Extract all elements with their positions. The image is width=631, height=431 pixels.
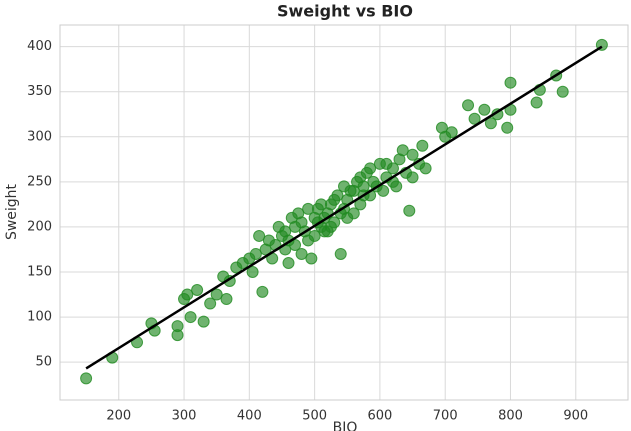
scatter-point [197,315,210,328]
scatter-point [341,211,354,224]
scatter-point [184,311,197,324]
x-tick-label: 400 [237,409,262,424]
scatter-point [249,247,262,260]
scatter-point [468,112,481,125]
x-tick-label: 600 [367,409,392,424]
x-tick-label: 800 [498,409,523,424]
x-axis-label: BIO [333,420,358,431]
scatter-point [295,247,308,260]
scatter-point [380,157,393,170]
scatter-point [403,204,416,217]
scatter-point [191,284,204,297]
scatter-point [282,256,295,269]
y-axis-label: Sweight [4,183,20,240]
x-tick-label: 900 [563,409,588,424]
scatter-point [80,372,93,385]
scatter-point [462,99,475,112]
y-tick-label: 400 [27,39,52,54]
scatter-point [347,184,360,197]
scatter-point [406,148,419,161]
scatter-point [220,293,233,306]
y-tick-label: 150 [27,264,52,279]
scatter-point [272,220,285,233]
scatter-point [253,229,266,242]
x-tick-label: 700 [433,409,458,424]
scatter-point [396,144,409,157]
scatter-point [315,198,328,211]
scatter-point [501,121,514,134]
scatter-point [210,288,223,301]
x-tick-label: 500 [302,409,327,424]
y-tick-label: 100 [27,310,52,325]
scatter-point [530,96,543,109]
scatter-point [171,320,184,333]
chart-title: Sweight vs BIO [277,2,413,21]
y-tick-label: 50 [35,355,52,370]
scatter-point [484,117,497,130]
plot-frame [59,24,629,401]
scatter-point [416,139,429,152]
scatter-point [478,103,491,116]
scatter-point [181,288,194,301]
scatter-point [328,193,341,206]
y-tick-label: 300 [27,129,52,144]
scatter-point [204,297,217,310]
scatter-point [324,220,337,233]
scatter-point [338,180,350,193]
scatter-point [445,126,458,139]
scatter-point [256,285,269,298]
scatter-point [419,162,432,175]
scatter-point [556,85,569,98]
x-tick-label: 300 [172,409,197,424]
scatter-point [504,76,517,89]
scatter-point [354,171,367,184]
y-tick-label: 200 [27,219,52,234]
regression-line [85,45,603,370]
y-tick-label: 350 [27,84,52,99]
scatter-point [364,162,377,175]
y-tick-label: 250 [27,174,52,189]
scatter-point [292,207,305,220]
scatter-point [406,171,419,184]
scatter-point [308,229,321,242]
scatter-point [246,265,259,278]
scatter-point [305,252,318,265]
x-tick-label: 200 [106,409,131,424]
scatter-point [302,202,315,215]
scatter-point [334,247,347,260]
